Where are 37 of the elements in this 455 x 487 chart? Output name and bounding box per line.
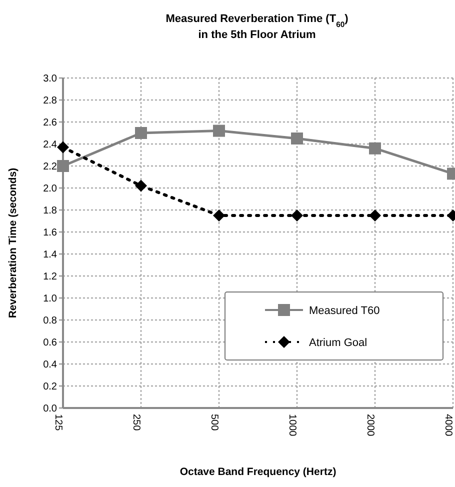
y-tick-label: 0.6 bbox=[43, 338, 58, 348]
y-tick-label: 2.4 bbox=[43, 140, 58, 150]
point bbox=[135, 180, 147, 192]
point bbox=[291, 132, 303, 144]
point bbox=[213, 124, 225, 137]
point bbox=[369, 142, 381, 154]
x-tick-label: 2000 bbox=[364, 414, 376, 437]
y-tick-label: 1.6 bbox=[43, 228, 58, 238]
y-tick-label: 1.2 bbox=[43, 272, 58, 282]
y-tick-label: 2.0 bbox=[43, 184, 58, 194]
y-tick-label: 3.0 bbox=[43, 74, 58, 84]
y-tick-label: 1.4 bbox=[43, 250, 58, 260]
x-tick-label: 4000 bbox=[442, 414, 454, 437]
y-tick-label: 0.2 bbox=[43, 382, 58, 392]
x-tick-label: 250 bbox=[130, 414, 142, 432]
chart-title: Measured Reverberation Time (T$_{60}$) in the 5th Floor Atrium bbox=[166, 13, 348, 41]
x-tick-label: 125 bbox=[52, 414, 64, 432]
x-tick-label: 500 bbox=[208, 414, 220, 432]
legend-label: Atrium Goal bbox=[309, 336, 368, 349]
y-tick-label: 2.2 bbox=[43, 162, 58, 172]
legend-label: Measured T60 bbox=[309, 304, 380, 317]
y-tick-label: 2.6 bbox=[43, 118, 58, 128]
point bbox=[291, 210, 303, 222]
y-tick-label: 0.0 bbox=[43, 404, 58, 414]
point bbox=[57, 141, 69, 154]
y-tick-label: 1.8 bbox=[43, 206, 58, 216]
point bbox=[213, 210, 225, 222]
y-tick-label: 2.8 bbox=[43, 96, 58, 106]
x-axis-title: Octave Band Frequency (Hertz) bbox=[180, 466, 336, 478]
x-tick-label: 1000 bbox=[286, 414, 298, 437]
point bbox=[57, 160, 69, 172]
y-axis-title: Reverberation Time (seconds) bbox=[7, 168, 19, 318]
y-tick-label: 0.8 bbox=[43, 316, 58, 326]
point bbox=[369, 210, 381, 222]
y-tick-label: 0.4 bbox=[43, 360, 58, 370]
point bbox=[135, 127, 147, 139]
y-tick-label: 1.0 bbox=[43, 294, 58, 304]
